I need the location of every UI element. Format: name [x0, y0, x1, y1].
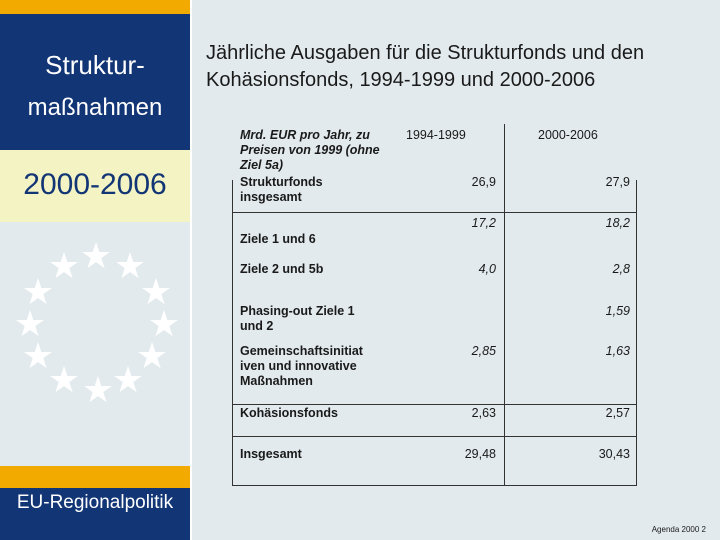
- value-1994: 29,48: [464, 447, 496, 461]
- star-icon: ★: [79, 235, 113, 276]
- value-2000: 1,63: [605, 344, 630, 358]
- row-label: Insgesamt: [240, 447, 302, 461]
- star-icon: ★: [47, 359, 81, 400]
- slide-footer: Agenda 2000 2: [651, 525, 706, 534]
- value-1994: 2,63: [471, 406, 496, 420]
- value-1994: 4,0: [478, 262, 496, 276]
- star-icon: ★: [147, 303, 181, 344]
- star-icon: ★: [21, 271, 55, 312]
- row-label: Ziele 2 und 5b: [240, 262, 324, 276]
- sidebar-title-line1: Struktur-: [45, 50, 145, 80]
- period-panel: [0, 150, 190, 222]
- table-rule: [232, 436, 637, 437]
- table-border-right: [636, 180, 637, 486]
- value-2000: 1,59: [605, 304, 630, 318]
- table-rule: [232, 404, 637, 405]
- row-label: Kohäsionsfonds: [240, 406, 338, 420]
- star-icon: ★: [21, 335, 55, 376]
- col-header-2000: 2000-2006: [538, 128, 598, 142]
- table-rule: [232, 212, 637, 213]
- star-icon: ★: [139, 271, 173, 312]
- row-label: Gemeinschaftsinitiativen und innovative …: [240, 344, 363, 388]
- divider: [190, 0, 192, 540]
- sidebar: Struktur- maßnahmen 2000-2006 ★ ★ ★ ★ ★ …: [0, 0, 190, 540]
- expenditure-table: Mrd. EUR pro Jahr, zu Preisen von 1999 (…: [232, 124, 637, 486]
- value-2000: 27,9: [605, 175, 630, 189]
- page-title: Jährliche Ausgaben für die Strukturfonds…: [206, 42, 645, 91]
- row-label: Strukturfonds insgesamt: [240, 175, 323, 204]
- star-icon: ★: [47, 245, 81, 286]
- value-2000: 2,57: [605, 406, 630, 420]
- gold-accent-bottom: [0, 466, 190, 488]
- period-label: 2000-2006: [23, 168, 167, 201]
- value-2000: 30,43: [598, 447, 630, 461]
- value-1994: 17,2: [471, 216, 496, 230]
- footer-label: EU-Regionalpolitik: [16, 492, 174, 513]
- value-1994: 2,85: [471, 344, 496, 358]
- star-icon: ★: [135, 335, 169, 376]
- row-header: Mrd. EUR pro Jahr, zu Preisen von 1999 (…: [240, 128, 380, 172]
- title-panel: [0, 14, 190, 150]
- star-icon: ★: [13, 303, 47, 344]
- footer-panel: [0, 488, 190, 540]
- row-label: Phasing-out Ziele 1 und 2: [240, 304, 355, 333]
- row-label: Ziele 1 und 6: [240, 232, 316, 246]
- sidebar-title-line2: maßnahmen: [27, 94, 163, 121]
- value-2000: 18,2: [605, 216, 630, 230]
- col-header-1994: 1994-1999: [406, 128, 466, 142]
- table-col-divider: [504, 124, 505, 486]
- star-icon: ★: [113, 245, 147, 286]
- value-2000: 2,8: [612, 262, 630, 276]
- table-rule: [232, 485, 637, 486]
- gold-accent-top: [0, 0, 190, 14]
- star-icon: ★: [111, 359, 145, 400]
- value-1994: 26,9: [471, 175, 496, 189]
- star-icon: ★: [81, 369, 115, 410]
- table-border-left: [232, 180, 233, 486]
